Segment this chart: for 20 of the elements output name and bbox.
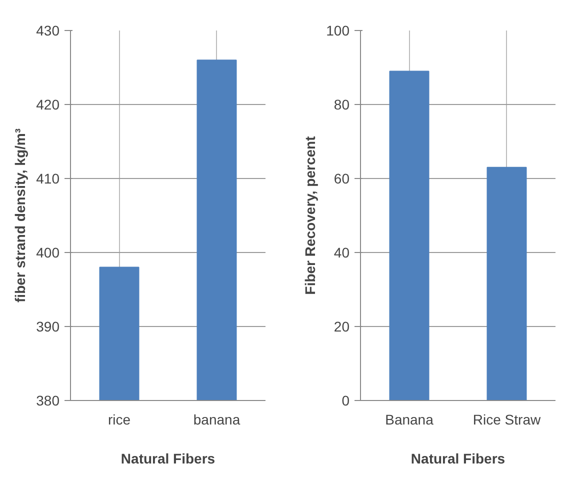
y-tick-label: 20 (334, 318, 350, 334)
x-tick-label: rice (108, 412, 131, 428)
y-tick-label: 380 (36, 392, 60, 408)
y-tick-label: 390 (36, 318, 60, 334)
y-tick-label: 60 (334, 170, 350, 186)
y-tick-label: 0 (342, 392, 350, 408)
y-axis-title: Fiber Recovery, percent (302, 136, 318, 295)
x-tick-label: Banana (385, 412, 434, 428)
y-axis-title: fiber strand density, kg/m³ (12, 128, 28, 302)
y-tick-label: 40 (334, 244, 350, 260)
x-axis-title: Natural Fibers (410, 450, 506, 466)
y-tick-label: 420 (36, 96, 60, 112)
x-tick-label: banana (193, 412, 240, 428)
y-tick-label: 400 (36, 244, 60, 260)
x-axis-title: Natural Fibers (120, 450, 216, 466)
y-tick-label: 430 (36, 22, 60, 38)
y-tick-label: 410 (36, 170, 60, 186)
y-tick-label: 100 (326, 22, 350, 38)
y-tick-label: 80 (334, 96, 350, 112)
x-tick-label: Rice Straw (472, 412, 542, 428)
